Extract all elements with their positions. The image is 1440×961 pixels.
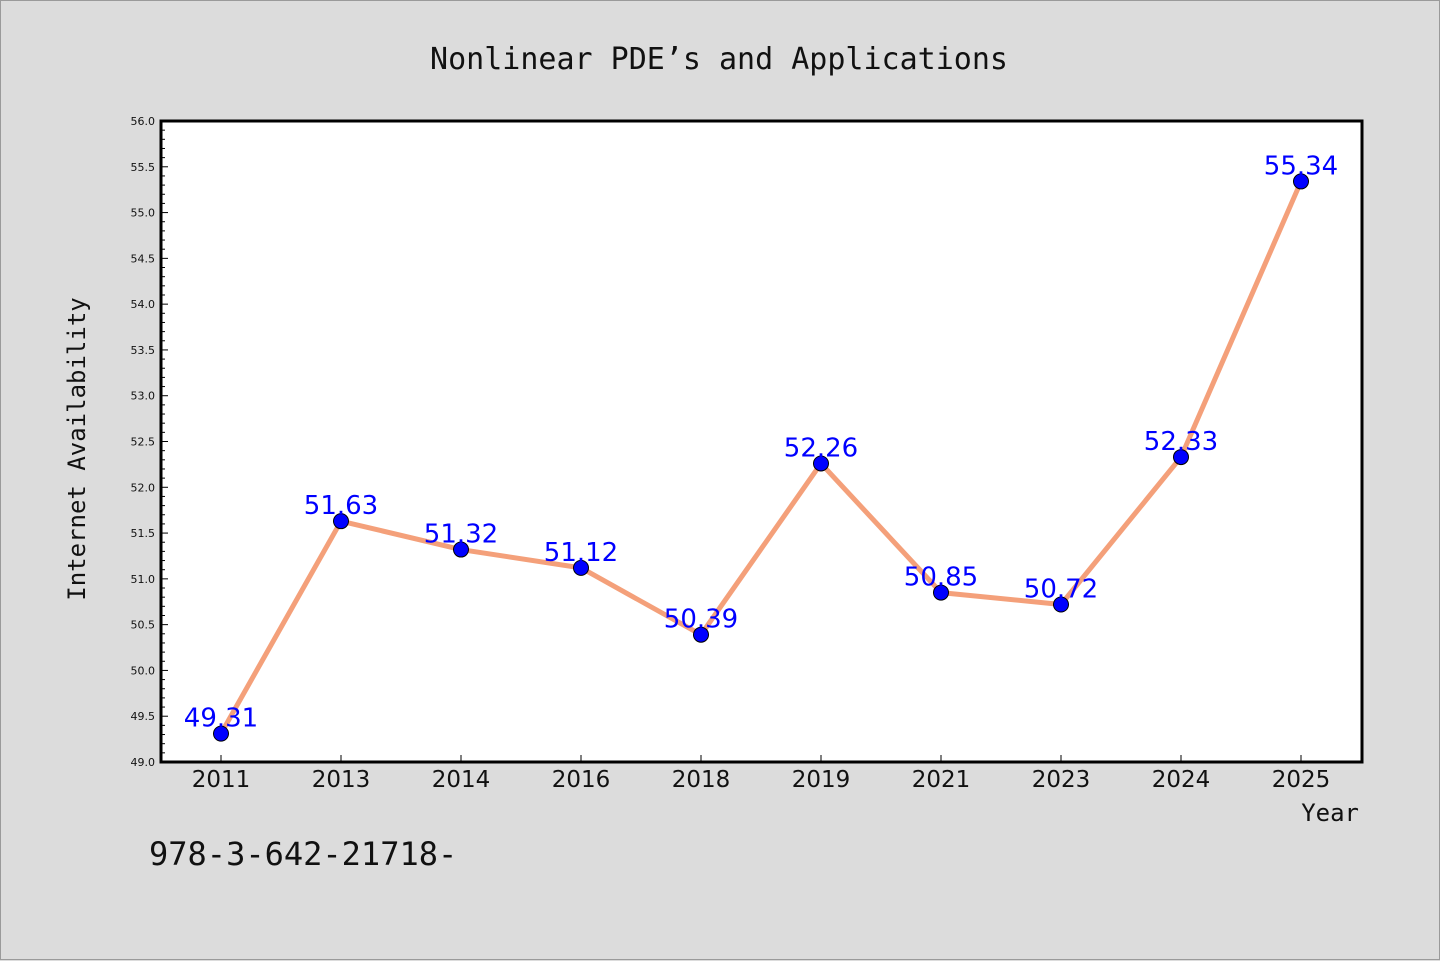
x-tick-label: 2021 [912, 767, 971, 793]
y-tick-label: 50.5 [131, 619, 156, 632]
y-axis-ticks: 49.0 49.5 50.0 50.5 51.0 51.5 52.0 52.5 53.0 53.5… [131, 115, 168, 769]
data-point [333, 513, 349, 530]
data-label: 51.63 [304, 491, 378, 521]
plot-area [159, 119, 1364, 764]
x-tick-label: 2014 [432, 767, 491, 793]
y-tick-label: 52.5 [131, 436, 156, 449]
x-tick-label: 2025 [1272, 767, 1331, 793]
y-tick-label: 55.0 [131, 207, 156, 220]
data-label: 55.34 [1264, 151, 1338, 181]
x-tick-label: 2011 [192, 767, 251, 793]
y-tick-label: 53.0 [131, 390, 156, 403]
x-tick-label: 2016 [552, 767, 611, 793]
data-label: 50.39 [664, 605, 738, 635]
y-tick-label: 50.0 [131, 664, 156, 677]
y-tick-label: 49.0 [131, 756, 156, 769]
data-label: 52.33 [1144, 427, 1218, 457]
x-tick-label: 2024 [1152, 767, 1211, 793]
y-tick-label: 54.0 [131, 298, 156, 311]
x-tick-label: 2019 [792, 767, 851, 793]
data-label: 52.26 [784, 433, 858, 463]
data-markers [213, 173, 1309, 742]
y-tick-label: 53.5 [131, 344, 156, 357]
footer-text: 978-3-642-21718- [149, 835, 457, 873]
y-tick-label: 56.0 [131, 115, 156, 128]
y-axis-label: Internet Availability [63, 297, 91, 600]
series-line-group [218, 178, 1304, 737]
data-labels: 49.31 51.63 51.32 51.12 50.39 52.26 50.85 50.72… [184, 151, 1338, 733]
x-tick-label: 2013 [312, 767, 371, 793]
data-point [813, 455, 829, 472]
y-tick-label: 55.5 [131, 161, 156, 174]
x-axis-ticks: 2011 2013 2014 2016 2018 2019 2021 2023 2024 2025 [192, 755, 1331, 793]
data-label: 51.12 [544, 538, 618, 568]
data-point [213, 725, 229, 742]
series-line [218, 178, 1304, 737]
y-tick-label: 51.0 [131, 573, 156, 586]
data-point [693, 626, 709, 643]
data-point [453, 541, 469, 558]
y-tick-label: 52.0 [131, 481, 156, 494]
data-point [573, 559, 589, 576]
data-point [933, 584, 949, 601]
y-tick-label: 51.5 [131, 527, 156, 540]
data-label: 50.72 [1024, 574, 1098, 604]
x-tick-label: 2018 [672, 767, 731, 793]
data-point [1293, 173, 1309, 190]
x-tick-label: 2023 [1032, 767, 1091, 793]
y-tick-label: 49.5 [131, 710, 156, 723]
data-label: 50.85 [904, 563, 978, 593]
chart-title: Nonlinear PDE’s and Applications [430, 42, 1008, 77]
data-label: 49.31 [184, 704, 258, 734]
y-tick-label: 54.5 [131, 252, 156, 265]
data-point [1053, 596, 1069, 613]
x-axis-label: Year [1301, 799, 1359, 827]
data-point [1173, 449, 1189, 466]
data-label: 51.32 [424, 520, 498, 550]
